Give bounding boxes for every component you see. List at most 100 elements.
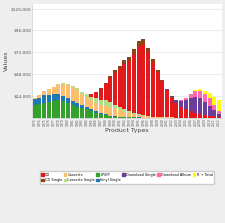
Bar	[98, 100, 102, 105]
Bar	[51, 94, 55, 101]
Bar	[122, 112, 126, 117]
Bar	[146, 48, 149, 52]
Bar	[94, 111, 98, 113]
Bar	[65, 84, 70, 85]
Bar	[150, 117, 154, 118]
Bar	[188, 98, 192, 111]
Bar	[202, 94, 206, 102]
Bar	[117, 117, 121, 118]
Bar	[164, 90, 168, 117]
Bar	[51, 101, 55, 118]
Bar	[112, 73, 117, 105]
Bar	[80, 108, 84, 118]
Bar	[56, 100, 60, 118]
Bar	[216, 117, 220, 118]
Bar	[216, 100, 220, 111]
Bar	[207, 93, 211, 99]
Bar	[131, 114, 135, 118]
Bar	[122, 60, 126, 64]
Bar	[193, 113, 196, 118]
Bar	[155, 117, 159, 118]
Bar	[112, 116, 117, 117]
Bar	[80, 93, 84, 105]
Bar	[197, 99, 201, 114]
Bar	[61, 101, 65, 118]
Bar	[89, 97, 93, 100]
Bar	[136, 46, 140, 114]
Bar	[70, 105, 74, 118]
Bar	[131, 113, 135, 114]
Bar	[65, 99, 70, 103]
Bar	[103, 115, 107, 118]
Bar	[117, 66, 121, 69]
Bar	[112, 109, 117, 116]
Bar	[103, 114, 107, 115]
Bar	[127, 111, 131, 113]
Bar	[65, 103, 70, 118]
Bar	[197, 91, 201, 99]
Bar	[108, 116, 112, 118]
Bar	[193, 90, 196, 91]
Bar	[89, 100, 93, 109]
Bar	[122, 64, 126, 109]
Bar	[174, 103, 178, 118]
Bar	[202, 102, 206, 115]
Bar	[117, 110, 121, 117]
Bar	[197, 114, 201, 118]
Bar	[141, 116, 145, 118]
Bar	[112, 105, 117, 109]
Bar	[178, 100, 182, 101]
Bar	[89, 94, 93, 97]
Bar	[146, 52, 149, 116]
Bar	[75, 89, 79, 90]
Bar	[155, 72, 159, 117]
Bar	[155, 70, 159, 72]
Bar	[80, 92, 84, 93]
Bar	[42, 91, 46, 95]
Bar	[160, 81, 164, 117]
Bar	[56, 85, 60, 94]
Bar	[183, 109, 187, 118]
Bar	[42, 95, 46, 103]
Bar	[202, 91, 206, 94]
Bar	[174, 100, 178, 103]
Bar	[136, 41, 140, 46]
Bar	[136, 115, 140, 118]
Bar	[84, 109, 88, 118]
Bar	[37, 98, 41, 104]
Bar	[108, 78, 112, 102]
Bar	[75, 107, 79, 118]
Bar	[98, 89, 102, 100]
Bar	[33, 105, 36, 118]
Bar	[103, 84, 107, 100]
Bar	[98, 113, 102, 114]
Bar	[207, 99, 211, 106]
Bar	[127, 61, 131, 111]
Bar	[65, 85, 70, 99]
Bar	[193, 91, 196, 97]
Bar	[183, 99, 187, 100]
Bar	[94, 99, 98, 103]
Bar	[61, 83, 65, 84]
Bar	[160, 80, 164, 81]
Bar	[33, 98, 36, 99]
Bar	[70, 87, 74, 101]
Bar	[108, 76, 112, 78]
Bar	[117, 107, 121, 110]
Bar	[150, 59, 154, 62]
Bar	[89, 109, 93, 111]
Bar	[37, 104, 41, 118]
Bar	[56, 94, 60, 100]
X-axis label: Product Types: Product Types	[105, 128, 148, 132]
Y-axis label: Values: Values	[4, 51, 9, 71]
Bar	[127, 113, 131, 117]
Bar	[47, 89, 51, 95]
Bar	[216, 111, 220, 114]
Bar	[141, 39, 145, 44]
Bar	[61, 96, 65, 101]
Bar	[47, 95, 51, 102]
Bar	[108, 102, 112, 107]
Bar	[61, 84, 65, 96]
Bar	[80, 105, 84, 108]
Bar	[202, 115, 206, 118]
